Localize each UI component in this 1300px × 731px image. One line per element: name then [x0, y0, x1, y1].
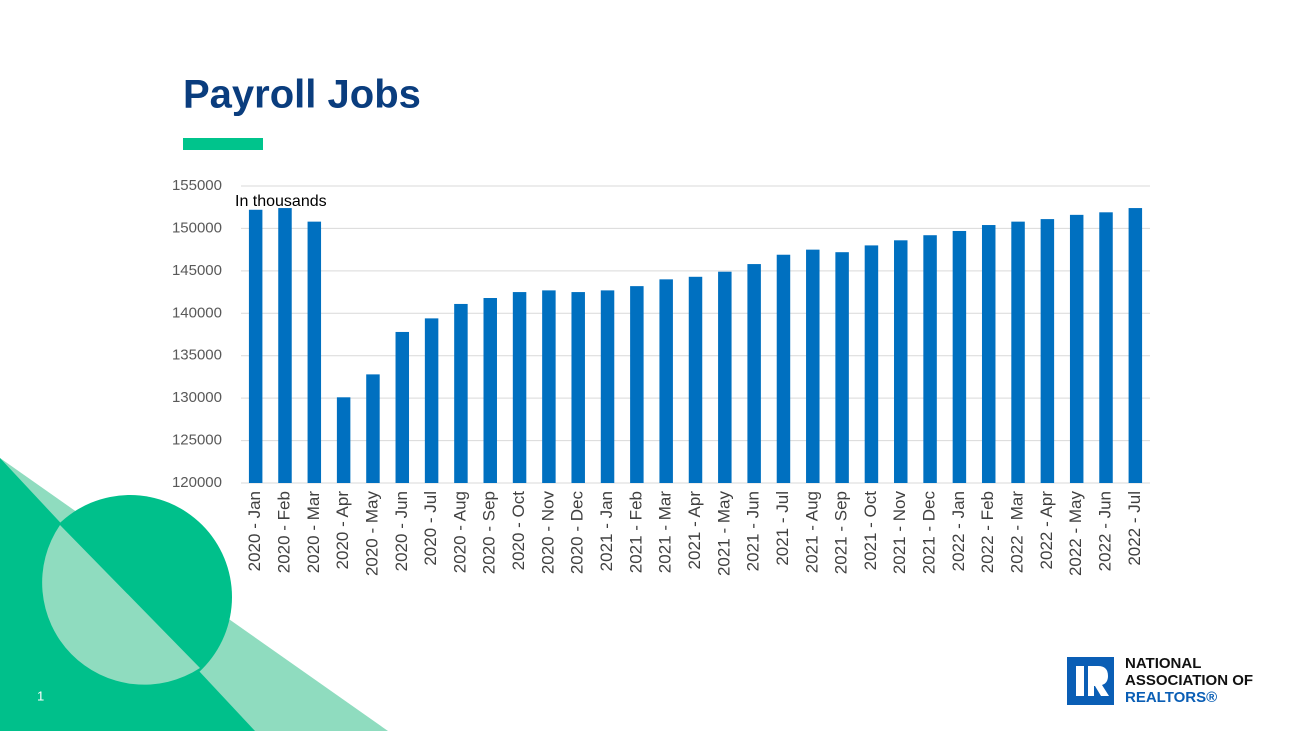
- x-tick-label: 2020 - May: [362, 491, 381, 577]
- bar: [1099, 212, 1113, 483]
- x-tick-label: 2020 - Nov: [538, 491, 557, 575]
- x-tick-label: 2021 - Apr: [685, 491, 704, 570]
- y-tick-label: 145000: [172, 262, 222, 279]
- x-tick-label: 2021 - Jun: [744, 491, 763, 571]
- x-tick-label: 2022 - Jun: [1096, 491, 1115, 571]
- bar: [923, 235, 937, 483]
- bar: [718, 271, 732, 483]
- x-tick-label: 2020 - Mar: [304, 491, 323, 574]
- x-tick-label: 2021 - Dec: [920, 491, 939, 575]
- x-tick-label: 2020 - Feb: [274, 491, 293, 573]
- x-tick-label: 2021 - Aug: [802, 491, 821, 573]
- x-tick-label: 2020 - Jul: [421, 491, 440, 566]
- x-tick-label: 2022 - Feb: [978, 491, 997, 573]
- x-tick-label: 2020 - Oct: [509, 491, 528, 571]
- bar: [1128, 208, 1143, 483]
- y-tick-label: 120000: [172, 474, 222, 491]
- bar: [512, 292, 527, 483]
- x-tick-label: 2021 - May: [714, 491, 733, 577]
- bar: [776, 254, 791, 483]
- x-tick-label: 2022 - Apr: [1037, 491, 1056, 570]
- title-accent: [183, 138, 263, 150]
- bar: [1069, 214, 1084, 483]
- bar: [747, 264, 761, 483]
- bar: [248, 209, 263, 483]
- x-tick-label: 2020 - Dec: [568, 491, 587, 575]
- bar: [688, 276, 703, 483]
- bar: [630, 286, 644, 483]
- y-tick-label: 125000: [172, 432, 222, 449]
- x-tick-label: 2020 - Aug: [450, 491, 469, 573]
- bar: [424, 318, 439, 483]
- x-tick-label: 2022 - Mar: [1008, 491, 1027, 574]
- page-number: 1: [37, 688, 44, 703]
- bar: [864, 245, 879, 483]
- y-tick-label: 155000: [172, 177, 222, 194]
- bar: [981, 225, 996, 483]
- x-tick-label: 2020 - Sep: [480, 491, 499, 574]
- x-tick-label: 2021 - Mar: [656, 491, 675, 574]
- x-tick-label: 2020 - Apr: [333, 491, 352, 570]
- x-tick-label: 2021 - Jan: [597, 491, 616, 571]
- logo-text: NATIONAL: [1125, 655, 1201, 672]
- x-tick-label: 2021 - Feb: [626, 491, 645, 573]
- bar: [806, 249, 820, 483]
- bar: [336, 397, 351, 483]
- x-tick-label: 2022 - Jan: [949, 491, 968, 571]
- y-tick-label: 140000: [172, 304, 222, 321]
- logo-text: ASSOCIATION OF: [1125, 672, 1253, 689]
- annotation: In thousands: [235, 193, 327, 210]
- logo-text: REALTORS®: [1125, 689, 1217, 706]
- x-tick-label: 2021 - Oct: [861, 491, 880, 571]
- slide-title: Payroll Jobs: [183, 73, 421, 117]
- bar: [600, 290, 615, 483]
- x-tick-label: 2021 - Nov: [890, 491, 909, 575]
- bar: [952, 230, 967, 483]
- bar: [278, 208, 292, 483]
- x-tick-label: 2020 - Jan: [245, 491, 264, 571]
- bar: [454, 303, 468, 483]
- bar: [366, 374, 380, 483]
- bar: [894, 240, 908, 483]
- x-tick-label: 2022 - Jul: [1125, 491, 1144, 566]
- x-tick-label: 2021 - Sep: [832, 491, 851, 574]
- decoration: [42, 525, 200, 685]
- bar: [542, 290, 556, 483]
- bar: [571, 292, 585, 483]
- x-tick-label: 2020 - Jun: [392, 491, 411, 571]
- bar: [395, 331, 410, 483]
- x-tick-label: 2021 - Jul: [773, 491, 792, 566]
- bar: [307, 221, 322, 483]
- bar: [835, 252, 849, 483]
- y-tick-label: 130000: [172, 389, 222, 406]
- y-tick-label: 150000: [172, 219, 222, 236]
- y-tick-label: 135000: [172, 347, 222, 364]
- x-tick-label: 2022 - May: [1066, 491, 1085, 577]
- bar: [483, 298, 497, 483]
- bar: [659, 279, 673, 483]
- logo-mark: [1076, 666, 1109, 696]
- bar: [1040, 219, 1055, 483]
- bar: [1011, 221, 1025, 483]
